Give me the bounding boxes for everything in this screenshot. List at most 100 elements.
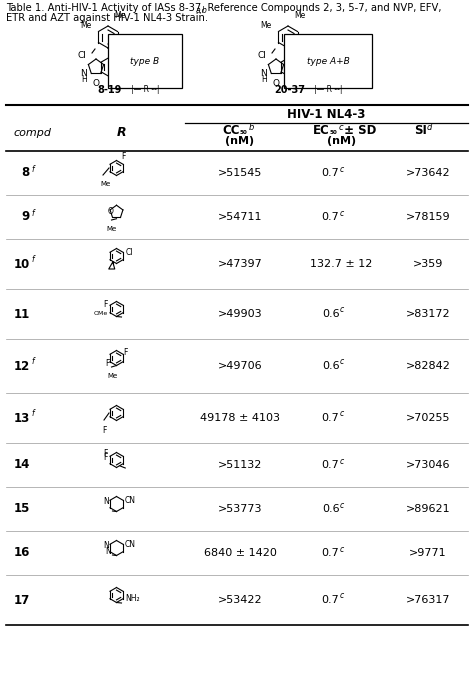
Text: c: c xyxy=(339,165,344,173)
Text: Table 1. Anti-HIV-1 Activity of IASs 8-37, Reference Compounds 2, 3, 5-7, and NV: Table 1. Anti-HIV-1 Activity of IASs 8-3… xyxy=(6,3,441,13)
Text: Me: Me xyxy=(101,181,111,187)
Text: d: d xyxy=(427,122,432,132)
Text: |— R --|: |— R --| xyxy=(314,84,342,94)
Text: N: N xyxy=(81,68,87,78)
Text: >73046: >73046 xyxy=(406,460,450,470)
Text: F: F xyxy=(104,450,108,458)
Text: >89621: >89621 xyxy=(406,504,450,514)
Text: >76317: >76317 xyxy=(406,595,450,605)
Text: N: N xyxy=(115,68,121,78)
Text: Me: Me xyxy=(81,22,92,30)
Text: f: f xyxy=(31,209,34,217)
Text: 49178 ± 4103: 49178 ± 4103 xyxy=(200,413,280,423)
Text: 2: 2 xyxy=(309,53,313,59)
Text: 8: 8 xyxy=(22,167,30,180)
Text: 0.7: 0.7 xyxy=(322,168,339,178)
Text: >359: >359 xyxy=(413,259,443,269)
Text: c: c xyxy=(338,122,343,132)
Text: SO: SO xyxy=(116,49,129,57)
Text: 20-37: 20-37 xyxy=(274,85,306,95)
Text: (nM): (nM) xyxy=(226,136,255,146)
Text: 0.6: 0.6 xyxy=(322,504,339,514)
Text: >49903: >49903 xyxy=(218,309,262,319)
Text: H: H xyxy=(123,68,129,78)
Text: Me: Me xyxy=(106,226,117,232)
Text: F: F xyxy=(121,153,125,161)
Text: 0.6: 0.6 xyxy=(322,309,339,319)
Text: N: N xyxy=(295,68,301,78)
Text: N: N xyxy=(103,541,109,549)
Text: CN: CN xyxy=(125,540,136,549)
Text: compd: compd xyxy=(13,128,51,138)
Text: Me: Me xyxy=(261,22,272,30)
Text: 0.7: 0.7 xyxy=(322,413,339,423)
Text: >53422: >53422 xyxy=(218,595,262,605)
Text: Cl: Cl xyxy=(77,51,86,59)
Text: H: H xyxy=(261,76,267,84)
Text: 0.6: 0.6 xyxy=(322,361,339,371)
Text: 0.7: 0.7 xyxy=(322,548,339,558)
Text: 9: 9 xyxy=(22,211,30,223)
Text: 16: 16 xyxy=(14,547,30,560)
Text: c: c xyxy=(339,306,344,315)
Text: 15: 15 xyxy=(14,502,30,516)
Text: type B: type B xyxy=(130,57,160,65)
Text: O: O xyxy=(92,78,100,88)
Text: 13: 13 xyxy=(14,412,30,425)
Text: NH₂: NH₂ xyxy=(125,594,140,603)
Text: Cl: Cl xyxy=(257,51,266,59)
Text: >83172: >83172 xyxy=(406,309,450,319)
Text: SI: SI xyxy=(414,124,427,138)
Text: >54711: >54711 xyxy=(218,212,262,222)
Text: >49706: >49706 xyxy=(218,361,262,371)
Text: >51132: >51132 xyxy=(218,460,262,470)
Text: N: N xyxy=(105,547,111,556)
Text: H: H xyxy=(81,76,87,84)
Text: >9771: >9771 xyxy=(409,548,447,558)
Text: c: c xyxy=(339,591,344,601)
Text: type A+B: type A+B xyxy=(307,57,349,65)
Text: b: b xyxy=(249,122,255,132)
Text: EC: EC xyxy=(313,124,329,138)
Text: c: c xyxy=(339,358,344,367)
Text: c: c xyxy=(339,545,344,554)
Text: 0.7: 0.7 xyxy=(322,460,339,470)
Text: F: F xyxy=(123,348,128,357)
Text: ₅₀: ₅₀ xyxy=(329,126,337,136)
Text: 17: 17 xyxy=(14,593,30,607)
Text: ₅₀: ₅₀ xyxy=(240,126,248,136)
Text: >78159: >78159 xyxy=(406,212,450,222)
Text: c: c xyxy=(339,209,344,217)
Text: F: F xyxy=(102,426,106,435)
Text: >47397: >47397 xyxy=(218,259,263,269)
Text: c: c xyxy=(339,410,344,418)
Text: F: F xyxy=(104,300,108,309)
Text: F: F xyxy=(104,453,108,462)
Text: 12: 12 xyxy=(14,360,30,373)
Text: f: f xyxy=(31,410,34,418)
Text: O: O xyxy=(273,78,280,88)
Text: 0.7: 0.7 xyxy=(322,212,339,222)
Text: O: O xyxy=(107,207,113,217)
Text: CC: CC xyxy=(222,124,240,138)
Text: 132.7 ± 12: 132.7 ± 12 xyxy=(310,259,373,269)
Text: >51545: >51545 xyxy=(218,168,262,178)
Text: 14: 14 xyxy=(14,458,30,472)
Text: CN: CN xyxy=(125,495,136,505)
Text: 0.7: 0.7 xyxy=(322,595,339,605)
Text: F: F xyxy=(105,358,110,368)
Text: |— R --|: |— R --| xyxy=(131,84,159,94)
Text: >73642: >73642 xyxy=(406,168,450,178)
Text: 8-19: 8-19 xyxy=(98,85,122,95)
Text: N: N xyxy=(261,68,267,78)
Text: 6840 ± 1420: 6840 ± 1420 xyxy=(203,548,276,558)
Text: a,b: a,b xyxy=(196,6,208,15)
Text: ± SD: ± SD xyxy=(340,124,377,138)
Text: SO: SO xyxy=(296,49,309,57)
Text: N: N xyxy=(103,497,109,506)
Text: H: H xyxy=(303,68,309,78)
Text: OMe: OMe xyxy=(94,311,108,316)
Text: R: R xyxy=(117,126,126,140)
Text: 11: 11 xyxy=(14,308,30,321)
Text: Cl: Cl xyxy=(126,248,134,256)
